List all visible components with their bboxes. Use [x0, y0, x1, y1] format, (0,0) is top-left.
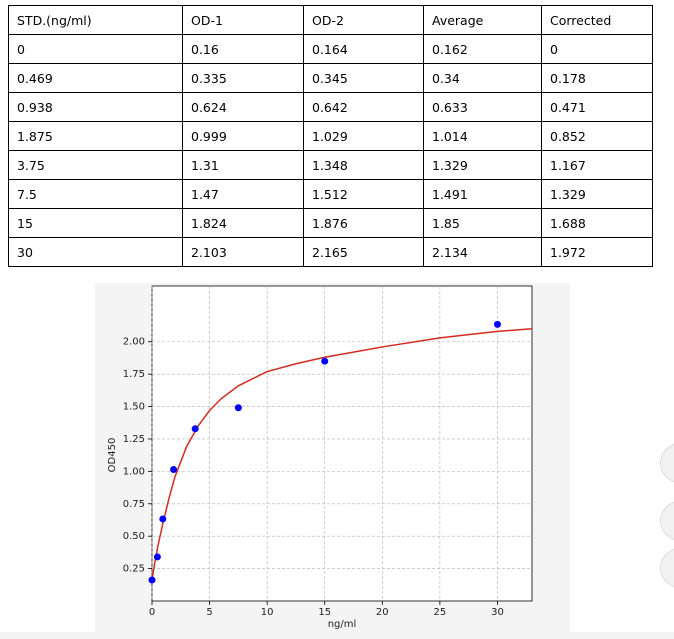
data-point — [153, 553, 161, 561]
table-row: 1.875 0.999 1.029 1.014 0.852 — [8, 121, 653, 151]
data-point — [234, 404, 242, 412]
header-row: STD.(ng/ml) OD-1 OD-2 Average Corrected — [8, 5, 653, 35]
data-point — [493, 320, 501, 328]
x-tick-label: 25 — [434, 607, 447, 618]
x-tick-label: 20 — [376, 607, 389, 618]
x-tick-label: 15 — [318, 607, 331, 618]
plot-area — [151, 285, 533, 602]
data-table: STD.(ng/ml) OD-1 OD-2 Average Corrected 0 0.16… — [8, 5, 653, 267]
y-tick-label: 2.00 — [123, 337, 145, 348]
data-point — [321, 357, 329, 365]
table-row: 0.938 0.624 0.642 0.633 0.471 — [8, 92, 653, 122]
table-cell: 0.469 — [8, 63, 183, 93]
y-tick-label: 1.25 — [123, 434, 145, 445]
table-cell: 2.165 — [303, 237, 424, 267]
table-cell: 1.491 — [423, 179, 542, 209]
table-cell: 1.029 — [303, 121, 424, 151]
table-cell: 0.16 — [182, 34, 304, 64]
table-cell: 0.999 — [182, 121, 304, 151]
table-row: 0.469 0.335 0.345 0.34 0.178 — [8, 63, 653, 93]
y-tick-label: 0.50 — [123, 531, 145, 542]
x-tick-label: 0 — [149, 607, 155, 618]
table-cell: OD-1 — [182, 5, 304, 35]
table-cell: 0.624 — [182, 92, 304, 122]
fit-curve — [151, 328, 533, 581]
table-cell: 0.164 — [303, 34, 424, 64]
table-cell: 2.134 — [423, 237, 542, 267]
y-tick-label: 1.50 — [123, 402, 145, 413]
table-row: 7.5 1.47 1.512 1.491 1.329 — [8, 179, 653, 209]
table-cell: Average — [423, 5, 542, 35]
y-tick-label: 1.75 — [123, 369, 145, 380]
table-cell: 1.875 — [8, 121, 183, 151]
table-cell: 1.688 — [541, 208, 653, 238]
table-row: 30 2.103 2.165 2.134 1.972 — [8, 237, 653, 267]
table-cell: 1.972 — [541, 237, 653, 267]
table-cell: 1.348 — [303, 150, 424, 180]
table-cell: 1.329 — [423, 150, 542, 180]
table-row: 0 0.16 0.164 0.162 0 — [8, 34, 653, 64]
table-cell: 30 — [8, 237, 183, 267]
y-tick-label: 1.00 — [123, 466, 145, 477]
table-cell: 1.876 — [303, 208, 424, 238]
x-tick-label: 10 — [261, 607, 274, 618]
table-cell: 1.167 — [541, 150, 653, 180]
data-point — [170, 466, 178, 474]
table-row: 15 1.824 1.876 1.85 1.688 — [8, 208, 653, 238]
table-row: 3.75 1.31 1.348 1.329 1.167 — [8, 150, 653, 180]
y-axis-label: OD450 — [107, 438, 118, 473]
data-point — [148, 576, 156, 584]
table-cell: 0.34 — [423, 63, 542, 93]
y-tick-label: 0.25 — [123, 564, 145, 575]
x-axis-label: ng/ml — [328, 619, 357, 630]
table-cell: 0.633 — [423, 92, 542, 122]
x-tick-label: 30 — [491, 607, 504, 618]
table-cell: 2.103 — [182, 237, 304, 267]
table-cell: 1.014 — [423, 121, 542, 151]
table-cell: STD.(ng/ml) — [8, 5, 183, 35]
data-point — [191, 425, 199, 433]
y-tick-label: 0.75 — [123, 499, 145, 510]
table-cell: 1.329 — [541, 179, 653, 209]
x-tick-label: 5 — [206, 607, 212, 618]
bottom-strip — [0, 632, 674, 639]
data-point — [159, 515, 167, 523]
table-cell: Corrected — [541, 5, 653, 35]
